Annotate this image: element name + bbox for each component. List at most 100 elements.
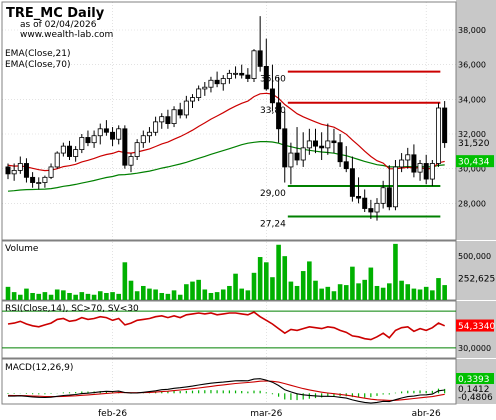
volume-bar: [128, 280, 134, 300]
volume-bar: [30, 292, 35, 300]
price-pane: [1, 1, 457, 241]
ema21-line: [7, 92, 445, 172]
volume-bar: [184, 284, 189, 300]
volume-bar: [18, 294, 23, 300]
candle-body: [202, 86, 208, 90]
volume-bar: [159, 292, 165, 300]
level-label: 27,24: [260, 220, 286, 230]
level-label: 33,80: [260, 106, 286, 116]
price-tick-label: 30,000: [458, 165, 486, 174]
volume-bar: [5, 286, 11, 300]
volume-bar: [73, 294, 78, 300]
candles: [5, 16, 448, 221]
volume-bar: [294, 285, 300, 300]
volume-label: Volume: [5, 244, 39, 254]
volume-bar: [42, 292, 48, 300]
volume-bar: [141, 285, 146, 300]
volume-bar: [165, 293, 171, 300]
volume-bar: [374, 285, 380, 300]
candle-body: [417, 163, 423, 173]
rsi-line: [7, 311, 446, 341]
volume-bar: [387, 283, 392, 300]
volume-bar: [380, 287, 386, 300]
site-link[interactable]: www.wealth-lab.com: [20, 30, 113, 40]
volume-bar: [91, 294, 97, 300]
candle-body: [79, 137, 85, 150]
candle-body: [435, 107, 441, 164]
level-label: 29,00: [260, 189, 286, 199]
volume-bar: [67, 292, 72, 300]
volume-bar: [110, 292, 115, 300]
candle-body: [374, 202, 380, 213]
candle-body: [91, 135, 97, 144]
price-badge-text: 31,520: [458, 139, 490, 149]
volume-bar: [54, 289, 60, 300]
candle-body: [282, 128, 288, 168]
volume-bar: [337, 284, 343, 300]
volume-bar: [270, 277, 275, 300]
candle-body: [189, 97, 195, 102]
candle-body: [85, 137, 91, 144]
ema21-layer: [7, 92, 445, 172]
candle-body: [11, 169, 17, 175]
chart-title: TRE_MC Daily: [6, 6, 105, 21]
volume-bar: [313, 280, 318, 300]
volume-bar: [227, 285, 232, 300]
candle-body: [405, 154, 411, 161]
candle-body: [368, 208, 374, 213]
candle-body: [146, 131, 152, 137]
volume-bar: [97, 291, 103, 300]
candle-body: [48, 166, 54, 178]
volume-bar: [307, 261, 312, 300]
candle-body: [116, 128, 122, 140]
axis-panel-volume: [456, 241, 496, 300]
price-badge-text: 30,434: [458, 158, 490, 168]
volume-bars: [5, 243, 447, 300]
candle-body: [226, 72, 232, 79]
volume-bar: [411, 288, 417, 300]
as-of-date: as of 02/04/2026: [20, 20, 97, 30]
volume-bar: [417, 289, 423, 300]
candle-body: [177, 109, 183, 116]
volume-bar: [48, 294, 54, 300]
macd-badge-text: -0,4806: [458, 393, 493, 403]
candle-body: [343, 161, 349, 170]
candle-body: [429, 163, 435, 180]
volume-bar: [220, 289, 226, 300]
candle-body: [269, 88, 275, 104]
candle-body: [257, 50, 263, 67]
candle-body: [442, 107, 448, 144]
candle-body: [42, 176, 48, 183]
candle-body: [122, 128, 128, 166]
volume-bar: [442, 285, 447, 300]
candle-body: [208, 79, 214, 88]
volume-bar: [239, 288, 244, 300]
volume-bar: [393, 243, 398, 300]
price-tick-label: 36,000: [458, 61, 486, 70]
volume-bar: [282, 256, 288, 300]
macd-line: [8, 378, 445, 404]
volume-bar: [276, 244, 281, 300]
candle-body: [362, 197, 368, 209]
candle-body: [349, 168, 355, 197]
candle-body: [245, 74, 251, 79]
candle-body: [159, 116, 165, 123]
macd-badge-text: 0,1412: [458, 385, 490, 395]
candle-body: [294, 152, 300, 161]
candle-body: [67, 145, 73, 157]
axis-panel-price: [456, 0, 496, 240]
ema70-line: [7, 141, 445, 192]
volume-bar: [147, 288, 152, 300]
candle-body: [54, 152, 60, 168]
x-tick-label: mar-26: [250, 409, 282, 419]
candle-body: [140, 135, 146, 144]
candle-body: [239, 72, 245, 76]
volume-bar: [61, 290, 66, 300]
volume-bar: [153, 289, 158, 300]
volume-bar: [134, 291, 140, 300]
volume-bar: [350, 266, 355, 300]
macd-badge-text: 0,3393: [458, 375, 490, 385]
candle-body: [300, 147, 306, 161]
volume-bar: [190, 281, 195, 300]
candle-body: [5, 166, 11, 175]
